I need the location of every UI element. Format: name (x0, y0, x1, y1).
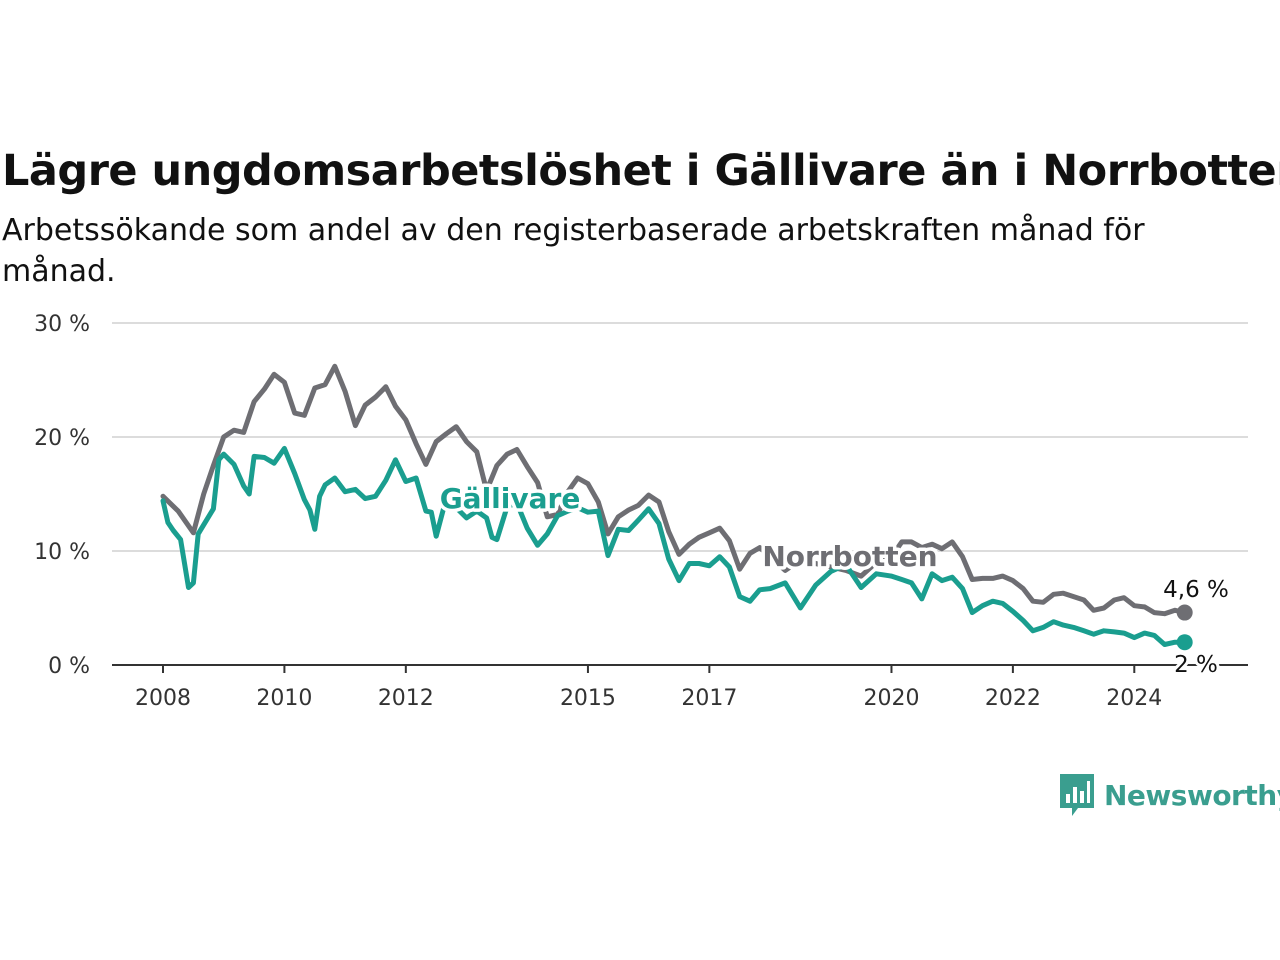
x-tick-label: 2024 (1106, 686, 1162, 711)
x-tick-label: 2020 (863, 686, 919, 711)
newsworthy-logo: Newsworthy (1058, 772, 1280, 818)
series-labels: Norrbotten Gällivare 4,6 % 2 % (436, 479, 1232, 682)
series-line-0 (160, 363, 1188, 617)
x-tick-label: 2012 (378, 686, 434, 711)
series-end-value-label: 4,6 % (1163, 577, 1229, 603)
series-end-point (1176, 634, 1193, 651)
x-tick-label: 2022 (985, 686, 1041, 711)
y-tick-label: 30 % (34, 312, 90, 337)
grid-lines (112, 322, 1248, 552)
y-axis-labels: 0 % 10 % 20 % 30 % (34, 312, 90, 679)
logo-text: Newsworthy (1104, 778, 1280, 812)
x-tick-label: 2017 (681, 686, 737, 711)
series-line-1 (160, 445, 1188, 647)
x-tick-label: 2008 (135, 686, 191, 711)
y-tick-label: 10 % (34, 540, 90, 565)
x-axis: 2008 2010 2012 2015 2017 2020 2022 2024 (112, 664, 1248, 711)
chart-title: Lägre ungdomsarbetslöshet i Gällivare än… (2, 146, 1280, 196)
series-end-value-label: 2 % (1174, 652, 1218, 678)
y-tick-label: 0 % (48, 654, 90, 679)
line-chart: 0 % 10 % 20 % 30 % 2008 2010 2012 2015 2017 2020… (34, 312, 1248, 711)
chart-subtitle: Arbetssökande som andel av den registerb… (2, 213, 1145, 289)
series-end-point (1176, 604, 1193, 621)
chart-bars-icon (1060, 774, 1094, 816)
y-tick-label: 20 % (34, 426, 90, 451)
x-tick-label: 2010 (256, 686, 312, 711)
series-lines (160, 363, 1193, 651)
series-name-label: Norrbotten (762, 540, 937, 573)
series-name-label: Gällivare (440, 482, 581, 515)
x-tick-label: 2015 (560, 686, 616, 711)
